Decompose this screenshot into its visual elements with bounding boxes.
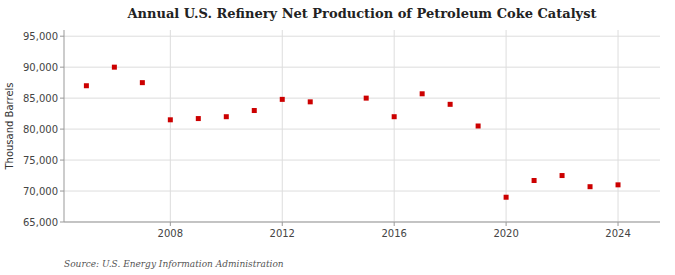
tick-mark [60, 160, 64, 161]
grid-line [64, 222, 660, 223]
point [196, 116, 201, 121]
point [280, 97, 285, 102]
point [560, 173, 565, 178]
point [476, 124, 481, 129]
point [588, 184, 593, 189]
tick-mark [618, 222, 619, 226]
grid-line [64, 67, 660, 68]
tick-label: 2020 [493, 228, 518, 239]
grid-line [618, 30, 619, 222]
tick-mark [60, 36, 64, 37]
grid-line [64, 36, 660, 37]
grid-line [64, 160, 660, 161]
tick-mark [170, 222, 171, 226]
tick-mark [60, 98, 64, 99]
y-axis [64, 30, 65, 222]
grid [64, 30, 660, 222]
point [224, 114, 229, 119]
tick-mark [394, 222, 395, 226]
axis-label: Thousand Barrels [4, 82, 15, 170]
grid-line [64, 98, 660, 99]
point [392, 114, 397, 119]
tick-label: 2024 [605, 228, 630, 239]
point [616, 182, 621, 187]
point [420, 91, 425, 96]
grid-line [394, 30, 395, 222]
point [532, 178, 537, 183]
tick-mark [60, 129, 64, 130]
tick-mark [60, 67, 64, 68]
tick-mark [60, 191, 64, 192]
tick-mark [506, 222, 507, 226]
source-note: Source: U.S. Energy Information Administ… [64, 259, 284, 269]
chart: Annual U.S. Refinery Net Production of P… [0, 0, 675, 275]
title: Annual U.S. Refinery Net Production of P… [127, 6, 597, 21]
grid-line [170, 30, 171, 222]
grid-line [64, 129, 660, 130]
grid-line [64, 191, 660, 192]
tick-label: 80,000 [23, 124, 58, 135]
tick-label: 70,000 [23, 186, 58, 197]
point [448, 102, 453, 107]
tick-mark [60, 222, 64, 223]
tick-label: 85,000 [23, 93, 58, 104]
tick-label: 75,000 [23, 155, 58, 166]
tick-label: 2016 [381, 228, 406, 239]
tick-label: 2012 [270, 228, 295, 239]
point [84, 83, 89, 88]
x-axis [64, 222, 660, 223]
grid-line [506, 30, 507, 222]
point [308, 99, 313, 104]
point [112, 65, 117, 70]
tick-label: 95,000 [23, 31, 58, 42]
tick-label: 65,000 [23, 217, 58, 228]
points [84, 65, 621, 200]
point [504, 195, 509, 200]
point [364, 96, 369, 101]
point [252, 108, 257, 113]
point [140, 80, 145, 85]
point [168, 117, 173, 122]
tick-mark [282, 222, 283, 226]
tick-label: 90,000 [23, 62, 58, 73]
tick-label: 2008 [158, 228, 183, 239]
grid-line [282, 30, 283, 222]
